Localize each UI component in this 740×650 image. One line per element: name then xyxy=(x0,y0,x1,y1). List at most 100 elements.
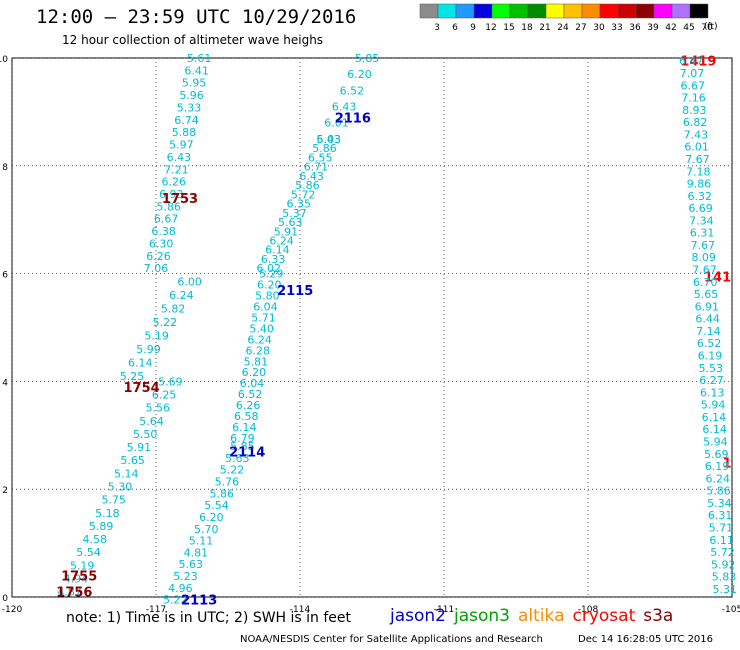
wave-height-value: 5.33 xyxy=(177,101,202,114)
legend-label: 12 xyxy=(485,23,496,33)
wave-height-value: 5.95 xyxy=(182,77,207,90)
wave-height-value: 5.18 xyxy=(95,507,120,520)
wave-height-value: 6.74 xyxy=(174,114,199,127)
wave-height-value: 5.19 xyxy=(144,330,169,343)
satellite-name: cryosat xyxy=(572,606,636,626)
track-label: 1 xyxy=(723,456,732,471)
satellite-legend: jason2 jason3 altika cryosat s3a xyxy=(390,606,681,626)
track-label: 1756 xyxy=(56,586,92,601)
wave-height-value: 5.94 xyxy=(703,436,728,449)
wave-height-value: 7.21 xyxy=(164,163,189,176)
wave-height-value: 5.22 xyxy=(220,464,245,477)
wave-height-value: 5.97 xyxy=(169,139,194,152)
wave-height-value: 6.13 xyxy=(700,386,725,399)
wave-height-value: 6.25 xyxy=(152,389,177,402)
legend-label: 15 xyxy=(503,23,514,33)
wave-height-value: 5.63 xyxy=(178,558,203,571)
wave-height-value: 6.52 xyxy=(238,388,263,401)
wave-height-value: 4.96 xyxy=(168,582,193,595)
legend-label: 45 xyxy=(683,23,694,33)
wave-height-value: 5.54 xyxy=(76,546,101,559)
wave-height-value: 6.14 xyxy=(232,421,257,434)
wave-height-value: 6.14 xyxy=(128,357,153,370)
wave-height-value: 5.34 xyxy=(707,497,732,510)
x-tick-label: -114 xyxy=(290,605,311,615)
legend-label: 9 xyxy=(470,23,476,33)
wave-height-value: 5.82 xyxy=(161,303,186,316)
legend-label: 39 xyxy=(647,23,659,33)
y-tick-label: 4 xyxy=(2,378,8,388)
y-tick-label: 10 xyxy=(0,55,8,65)
wave-height-value: 7.14 xyxy=(696,325,721,338)
track-label: 1753 xyxy=(162,192,198,207)
wave-height-value: 5.25 xyxy=(120,370,145,383)
wave-height-value: 5.50 xyxy=(133,428,158,441)
wave-height-value: 6.52 xyxy=(697,337,722,350)
wave-height-value: 7.06 xyxy=(144,262,169,275)
wave-height-value: 6.91 xyxy=(695,300,720,313)
legend-label: 33 xyxy=(611,23,622,33)
map-frame xyxy=(11,57,733,598)
wave-height-value: 7.07 xyxy=(680,67,705,80)
wave-height-value: 5.96 xyxy=(179,89,204,102)
wave-height-value: 6.19 xyxy=(705,460,730,473)
legend-label: 21 xyxy=(539,23,550,33)
satellite-name: jason3 xyxy=(454,606,510,626)
wave-height-value: 5.80 xyxy=(255,290,280,303)
legend-label: 70 xyxy=(701,23,713,33)
track-label: 2116 xyxy=(335,111,371,126)
wave-height-map: -120-117-114-111-108-10502468104.874.945… xyxy=(0,52,740,615)
wave-height-value: 6.43 xyxy=(332,101,357,114)
wave-height-value: 6.28 xyxy=(246,344,271,357)
wave-height-value: 5.86 xyxy=(312,142,337,155)
wave-height-value: 6.00 xyxy=(177,276,202,289)
wave-height-value: 7.34 xyxy=(689,214,714,227)
wave-height-value: 6.67 xyxy=(681,79,706,92)
wave-height-value: 5.61 xyxy=(187,52,212,65)
footer-credit: NOAA/NESDIS Center for Satellite Applica… xyxy=(240,634,543,645)
wave-height-value: 7.67 xyxy=(685,153,710,166)
wave-height-value: 6.44 xyxy=(695,313,720,326)
wave-height-value: 5.14 xyxy=(114,467,139,480)
wave-height-value: 7.16 xyxy=(681,92,706,105)
y-tick-label: 2 xyxy=(2,486,8,496)
satellite-name: s3a xyxy=(643,606,674,626)
wave-height-value: 6.03 xyxy=(317,133,342,146)
wave-height-value: 5.86 xyxy=(209,487,234,500)
wave-height-value: 6.04 xyxy=(253,300,278,313)
legend-unit: (ft) xyxy=(704,22,718,32)
legend-label: 18 xyxy=(521,23,533,33)
wave-height-value: 6.26 xyxy=(236,399,261,412)
wave-height-value: 5.40 xyxy=(249,322,274,335)
y-tick-label: 6 xyxy=(2,271,8,281)
legend-label: 3 xyxy=(434,23,440,33)
wave-height-value: 5.83 xyxy=(712,571,737,584)
wave-height-value: 5.69 xyxy=(704,448,729,461)
wave-height-value: 6.43 xyxy=(167,151,192,164)
wave-height-value: 6.24 xyxy=(706,472,731,485)
wave-height-value: 6.11 xyxy=(709,534,734,547)
wave-height-value: 6.67 xyxy=(154,213,179,226)
wave-height-value: 5.86 xyxy=(295,179,320,192)
wave-height-value: 5.22 xyxy=(163,594,188,607)
wave-height-value: 5.76 xyxy=(215,476,240,489)
wave-height-value: 5.29 xyxy=(259,268,284,281)
footer: NOAA/NESDIS Center for Satellite Applica… xyxy=(240,634,713,645)
page-title: 12:00 – 23:59 UTC 10/29/2016 xyxy=(36,6,357,28)
wave-height-value: 5.89 xyxy=(89,520,114,533)
wave-height-value: 6.20 xyxy=(257,279,282,292)
wave-height-value: 6.38 xyxy=(151,225,176,238)
wave-height-value: 5.31 xyxy=(713,583,738,596)
wave-height-value: 6.20 xyxy=(242,366,267,379)
wave-height-value: 6.31 xyxy=(708,509,733,522)
wave-height-value: 4.87 xyxy=(57,586,82,599)
wave-height-value: 5.85 xyxy=(230,440,255,453)
wave-height-value: 5.81 xyxy=(244,355,269,368)
wave-height-value: 5.11 xyxy=(189,535,214,548)
track-label: 141 xyxy=(704,270,731,285)
wave-height-value: 5.19 xyxy=(70,559,95,572)
legend-label: 27 xyxy=(575,23,586,33)
wave-height-value: 6.27 xyxy=(699,374,724,387)
y-tick-label: 8 xyxy=(2,163,8,173)
